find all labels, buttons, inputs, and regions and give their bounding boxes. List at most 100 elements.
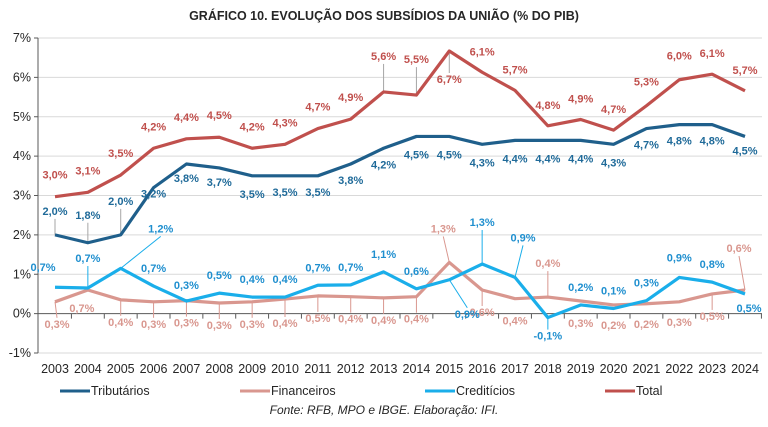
data-label: 4,3%	[272, 117, 297, 129]
legend-label: Tributários	[91, 384, 150, 398]
data-label: 0,3%	[240, 319, 265, 331]
x-tick-label: 2016	[468, 362, 496, 376]
data-label: 0,4%	[240, 274, 265, 286]
data-label: 1,1%	[371, 249, 396, 261]
data-label: 0,9%	[510, 232, 535, 244]
leader-line	[514, 245, 524, 278]
data-label: 0,9%	[455, 309, 480, 321]
x-tick-label: 2022	[665, 362, 693, 376]
data-label: 0,3%	[634, 278, 659, 290]
data-label: 4,5%	[207, 110, 232, 122]
y-axis-ticks: -1% 0% 1% 2% 3% 4% 5% 6% 7%	[9, 31, 38, 360]
data-label: 5,5%	[404, 54, 429, 66]
source-note: Fonte: RFB, MPO e IBGE. Elaboração: IFI.	[270, 403, 499, 417]
data-label: 4,7%	[601, 104, 626, 116]
data-label: 1,2%	[148, 223, 173, 235]
data-label: 0,6%	[726, 243, 751, 255]
data-labels: 0,3%0,7%0,4% 0,3% 0,3% 0,3% 0,3% 0,4% 0,5% 0,4%…	[30, 46, 761, 342]
x-tick-label: 2012	[337, 362, 365, 376]
data-label: 3,5%	[108, 148, 133, 160]
data-label: 5,3%	[634, 77, 659, 89]
x-tick-label: 2021	[633, 362, 661, 376]
data-label: 0,3%	[207, 320, 232, 332]
data-label: 5,6%	[371, 51, 396, 63]
y-tick-label: -1%	[9, 346, 31, 360]
chart-title: GRÁFICO 10. EVOLUÇÃO DOS SUBSÍDIOS DA UN…	[189, 8, 579, 23]
data-label: 0,3%	[667, 317, 692, 329]
data-label: 6,1%	[470, 46, 495, 58]
data-label: 4,8%	[667, 136, 692, 148]
data-label: 0,5%	[207, 270, 232, 282]
x-tick-label: 2011	[304, 362, 331, 376]
y-tick-label: 4%	[13, 149, 31, 163]
data-label: 0,3%	[174, 318, 199, 330]
data-label: 4,5%	[732, 145, 757, 157]
data-label: 4,5%	[404, 149, 429, 161]
data-label: 4,7%	[634, 140, 659, 152]
data-label: 3,5%	[272, 187, 297, 199]
data-label: 2,0%	[108, 196, 133, 208]
data-label: 4,4%	[535, 153, 560, 165]
data-label: 0,2%	[601, 320, 626, 332]
x-tick-label: 2010	[271, 362, 299, 376]
series-lines	[54, 49, 746, 320]
leader-line	[738, 255, 746, 291]
x-tick-label: 2005	[107, 362, 135, 376]
label-leader-lines	[54, 50, 746, 330]
data-label: 6,7%	[437, 74, 462, 86]
legend-label: Creditícios	[456, 384, 515, 398]
series-line-tributrios	[54, 123, 746, 245]
x-tick-label: 2014	[403, 362, 431, 376]
legend-label: Total	[636, 384, 662, 398]
legend-item-financeiros: Financeiros	[240, 384, 336, 398]
data-label: 5,7%	[502, 64, 527, 76]
data-label: 3,5%	[240, 189, 265, 201]
y-tick-label: 6%	[13, 70, 31, 84]
data-label: 3,2%	[141, 189, 166, 201]
data-label: 4,2%	[240, 121, 265, 133]
data-label: 4,9%	[338, 92, 363, 104]
data-label: 4,4%	[502, 153, 527, 165]
y-tick-label: 3%	[13, 189, 31, 203]
x-tick-label: 2018	[534, 362, 562, 376]
data-label: 3,1%	[75, 165, 100, 177]
data-label: 0,4%	[272, 318, 297, 330]
data-label: 3,8%	[338, 175, 363, 187]
data-label: 0,4%	[404, 314, 429, 326]
leader-line	[120, 235, 162, 269]
y-tick-label: 0%	[13, 307, 31, 321]
x-tick-label: 2006	[140, 362, 168, 376]
data-label: 4,4%	[568, 153, 593, 165]
y-tick-label: 1%	[13, 267, 31, 281]
data-label: 4,3%	[601, 157, 626, 169]
x-tick-label: 2020	[600, 362, 628, 376]
data-label: 0,7%	[69, 303, 94, 315]
x-tick-label: 2009	[238, 362, 266, 376]
data-label: 0,3%	[174, 280, 199, 292]
data-label: 0,4%	[108, 317, 133, 329]
x-tick-label: 2007	[173, 362, 201, 376]
leader-line	[448, 279, 468, 309]
data-label: 0,7%	[305, 262, 330, 274]
x-tick-label: 2017	[501, 362, 529, 376]
data-label: 2,0%	[42, 206, 67, 218]
data-label: -0,1%	[533, 331, 562, 343]
data-label: 0,5%	[700, 311, 725, 323]
x-tick-label: 2013	[370, 362, 398, 376]
data-label: 0,6%	[470, 307, 495, 319]
data-label: 0,7%	[30, 262, 55, 274]
data-label: 0,2%	[634, 319, 659, 331]
data-label: 0,4%	[272, 274, 297, 286]
data-label: 0,4%	[535, 258, 560, 270]
data-label: 0,3%	[44, 319, 69, 331]
data-label: 0,5%	[736, 303, 761, 315]
x-tick-label: 2019	[567, 362, 595, 376]
data-label: 0,4%	[338, 314, 363, 326]
data-label: 0,5%	[305, 313, 330, 325]
data-label: 0,9%	[667, 252, 692, 264]
data-label: 6,0%	[667, 51, 692, 63]
data-label: 0,6%	[404, 266, 429, 278]
data-label: 1,3%	[431, 223, 456, 235]
x-tick-label: 2015	[435, 362, 463, 376]
